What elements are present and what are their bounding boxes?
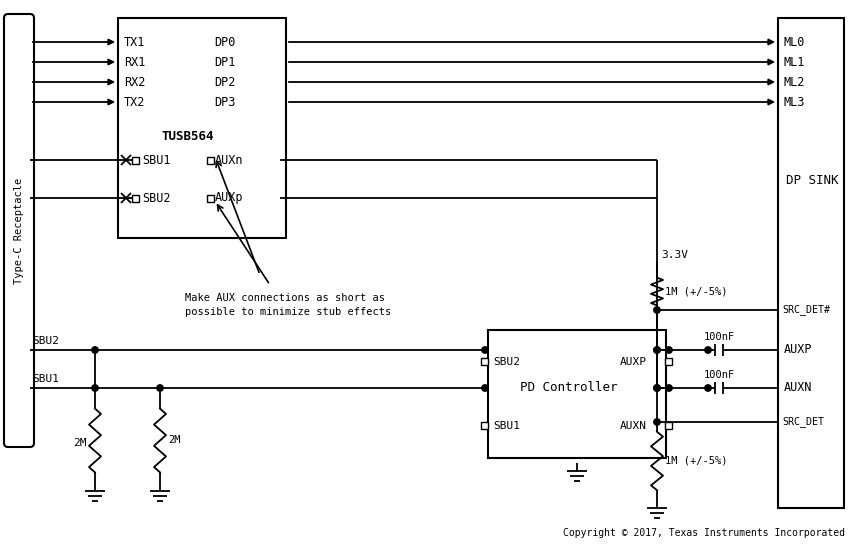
Text: AUXN: AUXN	[783, 381, 812, 395]
Text: RX2: RX2	[124, 76, 145, 88]
Text: 1M (+/-5%): 1M (+/-5%)	[665, 287, 727, 296]
Text: SBU2: SBU2	[32, 336, 59, 346]
Text: SBU1: SBU1	[492, 421, 520, 431]
Text: AUXP: AUXP	[783, 344, 812, 357]
Text: TUSB564: TUSB564	[162, 129, 214, 142]
Circle shape	[704, 347, 711, 353]
Text: 2M: 2M	[73, 438, 86, 448]
Text: SRC_DET: SRC_DET	[781, 416, 823, 427]
Text: Type-C Receptacle: Type-C Receptacle	[14, 178, 24, 284]
Circle shape	[92, 385, 98, 391]
Text: 100nF: 100nF	[703, 370, 734, 380]
Circle shape	[653, 307, 659, 313]
Text: ML0: ML0	[783, 36, 804, 49]
Text: SBU2: SBU2	[492, 357, 520, 367]
Circle shape	[665, 385, 671, 391]
Text: ML2: ML2	[783, 76, 804, 88]
Circle shape	[653, 347, 659, 353]
Circle shape	[653, 385, 659, 391]
Bar	[777, 18, 843, 508]
Bar	[665, 423, 671, 430]
Circle shape	[665, 347, 671, 353]
Circle shape	[481, 347, 487, 353]
Bar	[207, 157, 214, 163]
Text: AUXN: AUXN	[619, 421, 646, 431]
Text: RX1: RX1	[124, 55, 145, 68]
Bar	[487, 330, 665, 458]
Bar	[207, 195, 214, 202]
Text: ML3: ML3	[783, 95, 804, 109]
Text: ML1: ML1	[783, 55, 804, 68]
Text: DP1: DP1	[214, 55, 235, 68]
Circle shape	[653, 419, 659, 425]
Text: Copyright © 2017, Texas Instruments Incorporated: Copyright © 2017, Texas Instruments Inco…	[562, 528, 844, 538]
Text: possible to minimize stub effects: possible to minimize stub effects	[185, 307, 391, 317]
Text: DP0: DP0	[214, 36, 235, 49]
Text: 3.3V: 3.3V	[660, 250, 688, 260]
Text: PD Controller: PD Controller	[520, 381, 617, 395]
Text: 2M: 2M	[168, 436, 181, 446]
Text: TX2: TX2	[124, 95, 145, 109]
Circle shape	[157, 385, 163, 391]
Circle shape	[481, 385, 487, 391]
Text: DP3: DP3	[214, 95, 235, 109]
Text: 1M (+/-5%): 1M (+/-5%)	[665, 456, 727, 466]
Text: 100nF: 100nF	[703, 332, 734, 342]
Text: SBU1: SBU1	[141, 153, 170, 167]
Text: SRC_DET#: SRC_DET#	[781, 305, 829, 316]
Text: TX1: TX1	[124, 36, 145, 49]
Text: SBU1: SBU1	[32, 374, 59, 384]
Bar	[132, 195, 140, 202]
Text: AUXP: AUXP	[619, 357, 646, 367]
Bar	[665, 358, 671, 366]
Text: AUXn: AUXn	[215, 153, 243, 167]
FancyBboxPatch shape	[4, 14, 34, 447]
Circle shape	[92, 347, 98, 353]
Text: SBU2: SBU2	[141, 191, 170, 204]
Bar	[132, 157, 140, 163]
Text: Make AUX connections as short as: Make AUX connections as short as	[185, 293, 384, 303]
Bar	[481, 358, 488, 366]
Bar	[481, 423, 488, 430]
Circle shape	[653, 385, 659, 391]
Text: DP2: DP2	[214, 76, 235, 88]
Text: DP SINK: DP SINK	[785, 174, 838, 186]
Bar	[118, 18, 285, 238]
Circle shape	[653, 347, 659, 353]
Circle shape	[704, 385, 711, 391]
Text: AUXp: AUXp	[215, 191, 243, 204]
